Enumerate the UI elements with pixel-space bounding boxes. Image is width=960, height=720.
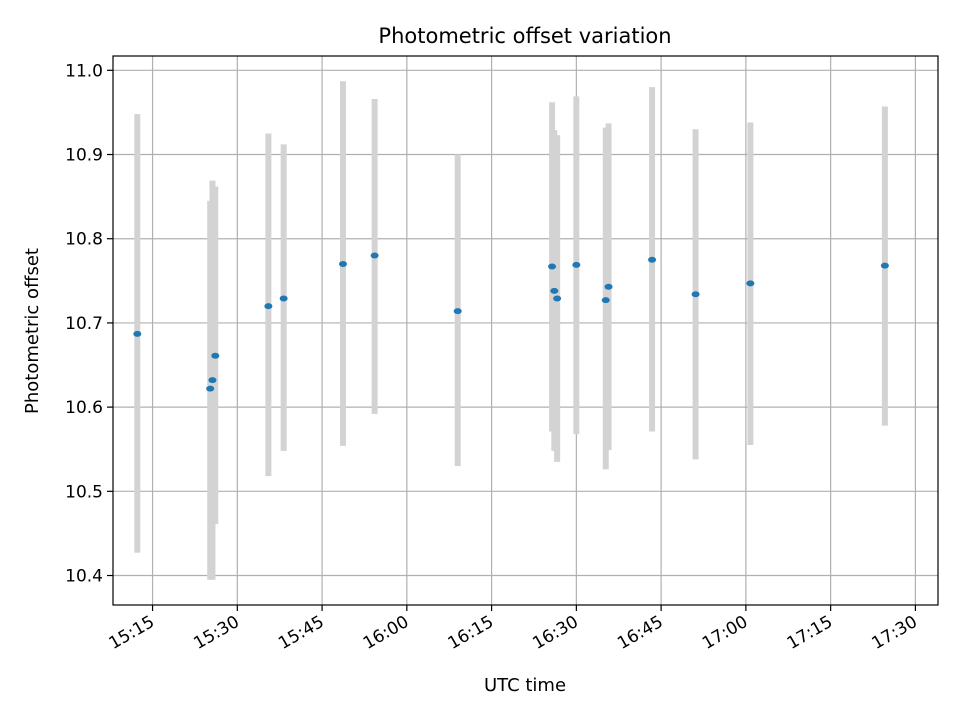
data-points [133,252,889,392]
data-point [550,287,559,294]
y-tick-label: 10.6 [65,398,103,418]
y-axis-label: Photometric offset [22,248,43,414]
data-point [206,385,215,392]
y-tick-label: 11.0 [65,61,103,81]
data-point [548,263,557,270]
data-point [553,295,562,302]
y-tick-label: 10.9 [65,146,103,166]
data-point [880,262,889,269]
data-point [264,303,273,310]
data-point [691,291,700,298]
data-point [604,283,613,290]
data-point [133,330,142,337]
y-tick-label: 10.7 [65,314,103,334]
data-point [648,256,657,263]
data-point [211,352,220,359]
data-point [746,280,755,287]
data-point [208,377,217,384]
data-point [453,308,462,315]
y-tick-label: 10.8 [65,230,103,250]
data-point [370,252,379,259]
plot-frame [112,55,939,606]
y-tick-label: 10.4 [65,567,103,587]
data-point [601,297,610,304]
data-point [338,260,347,267]
data-point [279,295,288,302]
x-axis-label: UTC time [484,675,566,696]
y-tick-label: 10.5 [65,482,103,502]
chart-title: Photometric offset variation [378,24,671,48]
data-point [572,261,581,268]
